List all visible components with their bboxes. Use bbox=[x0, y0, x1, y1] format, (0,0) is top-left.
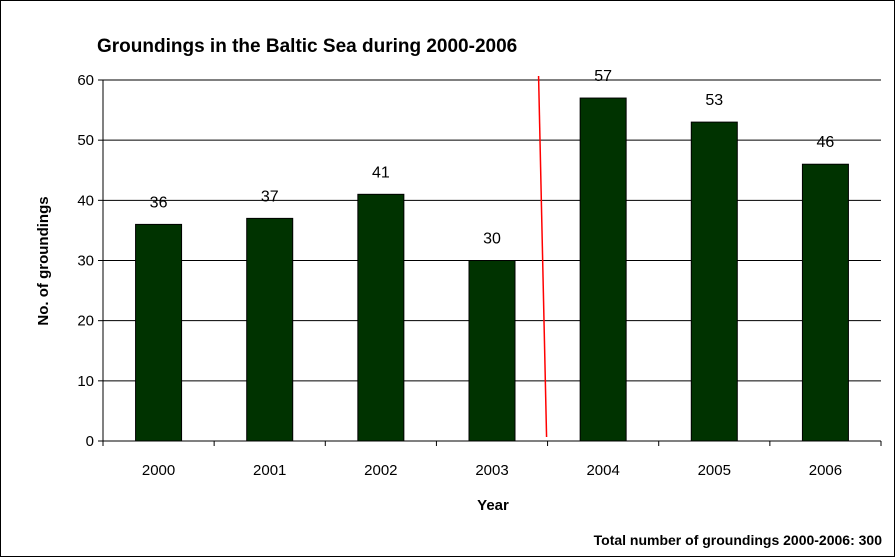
y-tick-label: 60 bbox=[77, 72, 94, 89]
bar bbox=[468, 260, 516, 442]
bar bbox=[246, 217, 294, 442]
x-tick-label: 2001 bbox=[253, 462, 286, 479]
data-label: 46 bbox=[817, 134, 835, 151]
marker-line bbox=[537, 75, 548, 438]
data-label: 37 bbox=[261, 188, 279, 205]
bar bbox=[357, 193, 405, 442]
x-axis-label: Year bbox=[477, 497, 509, 514]
data-label: 36 bbox=[150, 194, 168, 211]
y-tick-label: 50 bbox=[77, 132, 94, 149]
y-tick-label: 30 bbox=[77, 253, 94, 270]
plot-area: 0 10 20 30 40 50 60 36 2000 37 2001 41 2002 30 2003 57 2… bbox=[77, 68, 882, 479]
x-tick-label: 2002 bbox=[364, 462, 397, 479]
y-tick-label: 20 bbox=[77, 313, 94, 330]
data-label: 57 bbox=[594, 68, 612, 85]
bar bbox=[579, 97, 627, 442]
data-label: 53 bbox=[705, 92, 723, 109]
x-tick-label: 2005 bbox=[698, 462, 731, 479]
footnote: Total number of groundings 2000-2006: 30… bbox=[594, 532, 883, 548]
y-tick-label: 0 bbox=[86, 433, 94, 450]
data-label: 30 bbox=[483, 231, 501, 248]
chart-title: Groundings in the Baltic Sea during 2000… bbox=[97, 36, 517, 57]
x-tick-label: 2004 bbox=[586, 462, 619, 479]
y-tick-label: 40 bbox=[77, 192, 94, 209]
bar bbox=[135, 223, 183, 442]
bar bbox=[690, 121, 738, 442]
bar bbox=[801, 163, 849, 442]
x-tick-label: 2006 bbox=[809, 462, 842, 479]
x-tick-label: 2003 bbox=[475, 462, 508, 479]
x-tick-label: 2000 bbox=[142, 462, 175, 479]
y-axis-label: No. of groundings bbox=[35, 196, 52, 325]
y-tick-label: 10 bbox=[77, 373, 94, 390]
data-label: 41 bbox=[372, 164, 390, 181]
